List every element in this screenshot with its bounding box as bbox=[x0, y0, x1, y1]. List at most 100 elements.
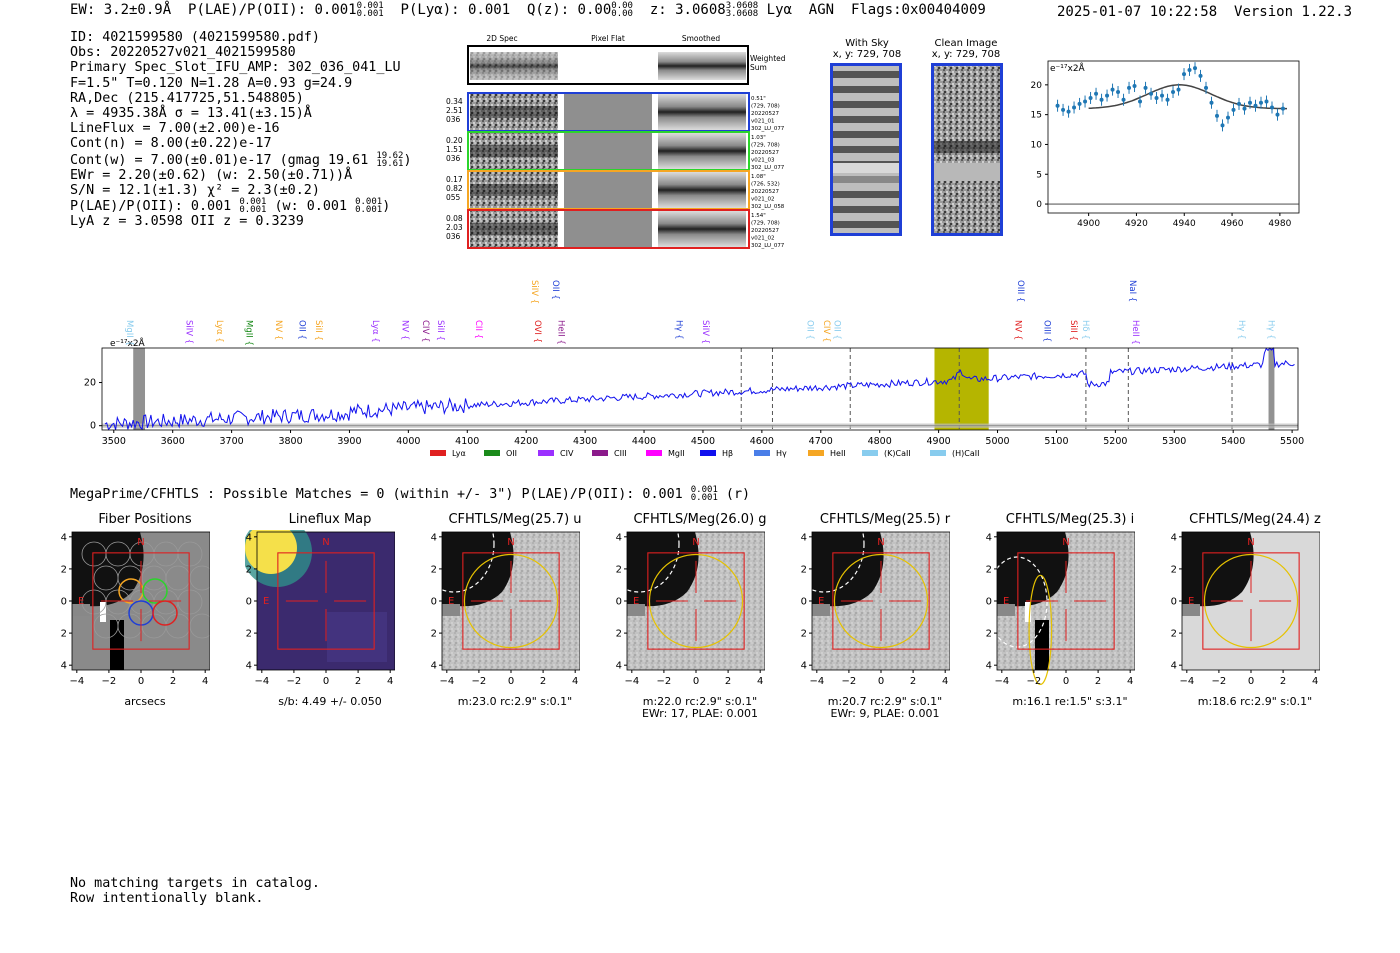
zoom-data-point bbox=[1209, 100, 1214, 105]
legend-swatch bbox=[754, 450, 770, 456]
cutout-caption: s/b: 4.49 +/- 0.050 bbox=[278, 695, 382, 708]
spec2d-row-left-label: 0.34 bbox=[446, 97, 463, 106]
zoom-plot: e⁻¹⁷x2Å 4900 4920 4940 4960 4980 0 5 10 15 20 bbox=[1031, 60, 1300, 229]
cutout-xtick: 4 bbox=[572, 676, 578, 687]
cutout-xtick: 0 bbox=[878, 676, 884, 687]
cutout-title: Lineflux Map bbox=[288, 512, 372, 527]
north-marker: N bbox=[1247, 537, 1254, 548]
footer-notes: No matching targets in catalog. Row inte… bbox=[70, 876, 320, 906]
zoom-data-point bbox=[1220, 123, 1225, 128]
zoom-ytick: 10 bbox=[1031, 140, 1043, 150]
zoom-ytick: 15 bbox=[1031, 111, 1042, 121]
legend-label: HeII bbox=[830, 449, 846, 458]
legend-swatch bbox=[592, 450, 608, 456]
legend-swatch bbox=[538, 450, 554, 456]
zoom-ytick: 20 bbox=[1031, 81, 1043, 91]
spec2d-row-left-label: 2.03 bbox=[446, 223, 463, 232]
cutout-title: CFHTLS/Meg(24.4) z bbox=[1189, 512, 1321, 527]
cutout-ytick: 2 bbox=[246, 564, 252, 575]
zoom-data-point bbox=[1154, 95, 1159, 100]
cutout-ytick: −4 bbox=[60, 661, 67, 672]
cutout-image: N E −4 −2 0 2 4 4 2 0 −2 −4 bbox=[1170, 531, 1320, 687]
cutout-ytick: 2 bbox=[431, 564, 437, 575]
spectrum-ytick: 0 bbox=[90, 421, 96, 432]
spec2d-row-right-label: 1.03" bbox=[751, 135, 766, 141]
info-ewr: EWr = 2.20(±0.62) (w: 2.50(±0.71))Å bbox=[70, 167, 353, 183]
emission-line-label: MgII { bbox=[243, 320, 253, 346]
spectrum-xtick: 3500 bbox=[102, 436, 126, 447]
zoom-data-point bbox=[1231, 107, 1236, 112]
cutout-xtick: −4 bbox=[439, 676, 454, 687]
legend-label: OII bbox=[506, 449, 517, 458]
spec2d-panel: 2D Spec Pixel Flat Smoothed Weighted Sum … bbox=[446, 34, 786, 249]
cutout-ytick: 2 bbox=[61, 564, 67, 575]
emission-line-label: NV { bbox=[400, 320, 410, 340]
cutout-ytick: −2 bbox=[245, 629, 252, 640]
mask-region bbox=[133, 348, 146, 430]
emission-line-label: HeII { bbox=[1130, 320, 1140, 345]
east-marker: E bbox=[263, 596, 269, 607]
zoom-data-point bbox=[1110, 87, 1115, 92]
zoom-data-point bbox=[1242, 106, 1247, 111]
cutout-image: N E −4 −2 0 2 4 4 2 0 −2 −4 bbox=[245, 530, 395, 687]
east-marker: E bbox=[633, 596, 639, 607]
cutout-title: CFHTLS/Meg(25.5) r bbox=[819, 512, 951, 527]
cutout-ytick: −2 bbox=[985, 629, 992, 640]
spectrum-xtick: 4200 bbox=[514, 436, 538, 447]
weighted-sum-label: Weighted Sum bbox=[750, 54, 786, 72]
legend-label: MgII bbox=[668, 449, 685, 458]
catalog-match-summary: MegaPrime/CFHTLS : Possible Matches = 0 … bbox=[70, 485, 751, 503]
emission-line-label: Hγ { bbox=[1266, 320, 1276, 340]
aperture-circle bbox=[833, 553, 929, 649]
north-marker: N bbox=[877, 537, 884, 548]
zoom-xtick: 4980 bbox=[1268, 219, 1291, 229]
cutout-ytick: −2 bbox=[430, 629, 437, 640]
info-lambda: λ = 4935.38Å σ = 13.41(±3.15)Å bbox=[70, 106, 312, 122]
cutout-xtick: 0 bbox=[138, 676, 144, 687]
col-pixel-flat: Pixel Flat bbox=[591, 34, 625, 43]
spec2d-row-right-label: 302_LU_077 bbox=[751, 126, 785, 132]
spec2d-row-left-label: 0.08 bbox=[446, 214, 463, 223]
emission-line-label: SiIV { bbox=[700, 320, 710, 344]
spectrum-xtick: 3700 bbox=[220, 436, 244, 447]
cutout-xtick: 4 bbox=[942, 676, 948, 687]
emission-line-label: HeII { bbox=[556, 320, 566, 345]
zoom-data-point bbox=[1176, 87, 1181, 92]
east-marker: E bbox=[78, 596, 84, 607]
cutout-ytick: −4 bbox=[1170, 661, 1177, 672]
cutout-ytick: 4 bbox=[801, 532, 807, 543]
emission-line-label: OII { bbox=[804, 320, 814, 340]
col-2d-spec: 2D Spec bbox=[486, 34, 517, 43]
north-marker: N bbox=[322, 537, 329, 548]
cutout-xtick: −2 bbox=[102, 676, 117, 687]
aperture-circle bbox=[463, 553, 559, 649]
cutout-ytick: 2 bbox=[801, 564, 807, 575]
zoom-data-point bbox=[1132, 84, 1137, 89]
emission-line-label: CII { bbox=[473, 320, 483, 339]
zoom-data-point bbox=[1116, 89, 1121, 94]
z-range: 3.0608 3.0608 bbox=[725, 1, 759, 19]
spec2d-row-right-label: 1.08" bbox=[751, 174, 766, 180]
cutout-xtick: 4 bbox=[202, 676, 208, 687]
legend-label: (K)CaII bbox=[884, 449, 911, 458]
emission-line-label: SiII { bbox=[435, 320, 445, 341]
cutout-xtick: 0 bbox=[693, 676, 699, 687]
search-box bbox=[1017, 552, 1115, 650]
spectrum-xtick: 4900 bbox=[927, 436, 951, 447]
spec2d-row-left-label: 055 bbox=[446, 193, 461, 202]
zoom-data-point bbox=[1226, 115, 1231, 120]
spectrum-ytick: 20 bbox=[84, 378, 96, 389]
z-value: z: 3.0608 bbox=[649, 2, 726, 18]
cutout-ytick: 4 bbox=[986, 532, 992, 543]
zoom-ytick: 0 bbox=[1036, 200, 1042, 210]
mask-region bbox=[1268, 348, 1275, 430]
clean-image-label: Clean Image x, y: 729, 708 bbox=[931, 38, 1001, 60]
info-obs: Obs: 20220527v021_4021599580 bbox=[70, 45, 296, 61]
emission-line-label: Hδ { bbox=[1080, 320, 1090, 340]
zoom-data-point bbox=[1258, 100, 1263, 105]
cutout-ytick: −4 bbox=[430, 661, 437, 672]
spec2d-row-left-label: 2.51 bbox=[446, 106, 463, 115]
cutout-xtick: −2 bbox=[472, 676, 487, 687]
